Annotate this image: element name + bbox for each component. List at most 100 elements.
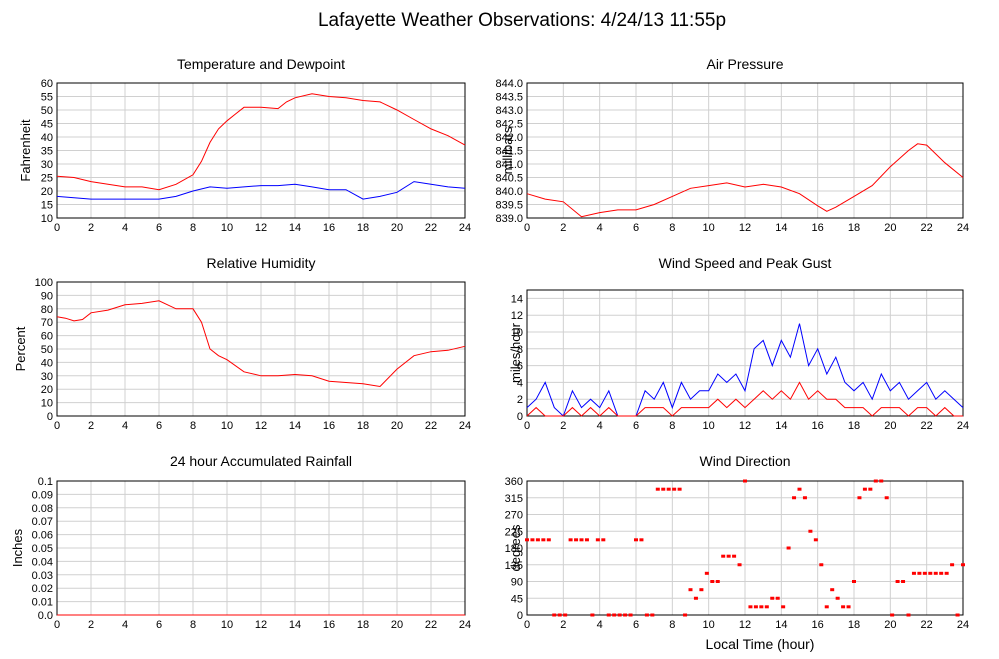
scatter-point <box>721 554 726 558</box>
panel-title: Wind Speed and Peak Gust <box>659 255 832 271</box>
x-tick-label: 14 <box>775 420 787 432</box>
scatter-point <box>928 571 933 575</box>
x-tick-label: 14 <box>289 420 301 432</box>
y-tick-label: 0.04 <box>32 556 53 568</box>
scatter-point <box>634 538 638 542</box>
plot-frame <box>526 289 964 417</box>
scatter-point <box>901 580 906 583</box>
x-tick-label: 14 <box>289 222 301 234</box>
y-axis-label: Percent <box>13 326 28 371</box>
y-tick-label: 841.5 <box>495 146 523 158</box>
scatter-point <box>623 613 628 617</box>
x-tick-label: 8 <box>669 420 675 432</box>
x-tick-label: 18 <box>357 222 369 234</box>
x-tick-label: 22 <box>921 222 933 234</box>
scatter-point <box>764 605 769 609</box>
scatter-point <box>666 487 671 491</box>
y-tick-label: 840.5 <box>495 173 523 185</box>
y-tick-label: 0.0 <box>38 610 53 622</box>
x-tick-label: 22 <box>425 222 437 234</box>
scatter-point <box>639 538 644 542</box>
scatter-point <box>786 546 791 550</box>
y-tick-label: 15 <box>41 200 53 212</box>
scatter-point <box>546 538 551 542</box>
scatter-point <box>732 554 737 558</box>
scatter-point <box>606 613 611 617</box>
y-axis-label: Inches <box>10 528 25 567</box>
scatter-point <box>535 538 540 542</box>
y-tick-label: 843.0 <box>495 105 523 117</box>
y-tick-label: 180 <box>505 543 523 555</box>
scatter-point <box>595 538 600 542</box>
y-tick-label: 0 <box>47 411 53 423</box>
scatter-point <box>917 571 922 575</box>
x-tick-label: 2 <box>88 619 94 631</box>
x-tick-label: 6 <box>156 420 162 432</box>
scatter-point <box>617 613 622 617</box>
panel-title: 24 hour Accumulated Rainfall <box>170 453 352 469</box>
panel-title: Air Pressure <box>706 56 783 72</box>
panel-title: Temperature and Dewpoint <box>177 56 345 72</box>
scatter-point <box>890 613 895 617</box>
y-tick-label: 50 <box>41 344 53 356</box>
x-tick-label: 12 <box>255 619 267 631</box>
scatter-point <box>939 571 944 575</box>
y-tick-label: 20 <box>41 384 53 396</box>
scatter-point <box>961 563 965 567</box>
y-tick-label: 10 <box>41 398 53 410</box>
y-tick-label: 14 <box>511 293 523 305</box>
y-tick-label: 30 <box>41 371 53 383</box>
figure-title: Lafayette Weather Observations: 4/24/13 … <box>318 10 726 31</box>
scatter-point <box>868 487 873 491</box>
y-tick-label: 842.5 <box>495 119 523 131</box>
x-tick-label: 20 <box>391 420 403 432</box>
scatter-point <box>568 538 573 542</box>
scatter-point <box>715 580 720 583</box>
scatter-point <box>862 487 867 491</box>
scatter-point <box>857 496 862 500</box>
x-tick-label: 20 <box>391 222 403 234</box>
x-tick-label: 4 <box>597 222 603 234</box>
scatter-point <box>792 496 797 500</box>
y-tick-label: 4 <box>517 377 523 389</box>
x-tick-label: 0 <box>54 619 60 631</box>
scatter-point <box>824 605 829 609</box>
scatter-point <box>601 538 606 542</box>
x-tick-label: 0 <box>54 222 60 234</box>
y-tick-label: 40 <box>41 357 53 369</box>
y-tick-label: 80 <box>41 304 53 316</box>
scatter-point <box>770 596 775 600</box>
y-tick-label: 70 <box>41 317 53 329</box>
y-tick-label: 2 <box>517 394 523 406</box>
scatter-point <box>693 596 698 600</box>
scatter-point <box>557 613 562 617</box>
x-tick-label: 12 <box>739 420 751 432</box>
scatter-point <box>944 571 949 575</box>
x-tick-label: 8 <box>669 619 675 631</box>
scatter-point <box>683 613 688 617</box>
x-tick-label: 6 <box>633 222 639 234</box>
scatter-point <box>699 588 704 592</box>
x-tick-label: 12 <box>255 420 267 432</box>
y-tick-label: 360 <box>505 476 523 488</box>
y-tick-label: 100 <box>35 277 53 289</box>
x-tick-label: 10 <box>703 420 715 432</box>
x-tick-label: 24 <box>459 222 471 234</box>
scatter-point <box>590 613 595 617</box>
y-tick-label: 0.1 <box>38 476 53 488</box>
scatter-point <box>584 538 589 542</box>
y-tick-label: 844.0 <box>495 78 523 90</box>
plot-frame <box>56 281 466 417</box>
scatter-point <box>753 605 758 609</box>
y-tick-label: 0 <box>517 411 523 423</box>
x-tick-label: 12 <box>255 222 267 234</box>
y-tick-label: 315 <box>505 493 523 505</box>
plot-frame <box>526 82 964 219</box>
y-tick-label: 839.5 <box>495 200 523 212</box>
scatter-point <box>759 605 764 609</box>
x-tick-label: 6 <box>156 619 162 631</box>
x-tick-label: 20 <box>391 619 403 631</box>
scatter-point <box>813 538 818 542</box>
y-axis-label: degrees <box>508 524 523 571</box>
